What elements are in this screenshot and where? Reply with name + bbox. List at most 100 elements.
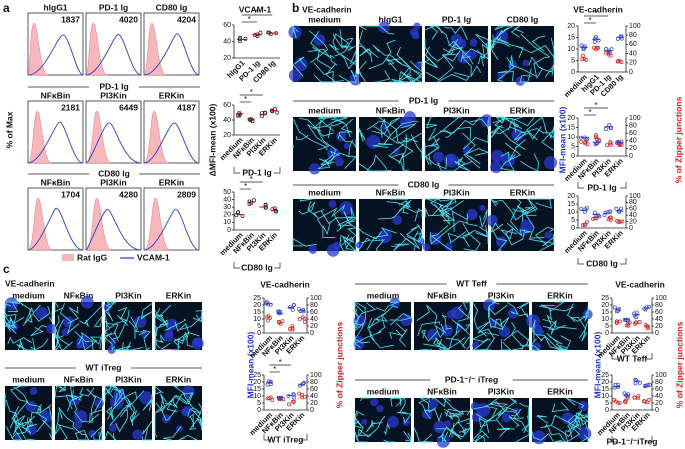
junction <box>142 420 153 440</box>
row-header: PD-1⁻/⁻ iTreg <box>445 374 498 384</box>
junction <box>154 333 165 343</box>
junction <box>107 391 138 420</box>
nucleus <box>161 414 171 424</box>
dot <box>596 38 601 43</box>
junction <box>488 301 500 318</box>
nucleus <box>433 420 446 434</box>
junction <box>89 334 103 349</box>
dot <box>615 36 620 41</box>
y-tick-label: 5 <box>605 323 609 330</box>
column-label: medium <box>367 290 400 300</box>
column-label: PI3Kin <box>115 290 141 300</box>
plot-title: VE-cadherin <box>260 279 310 289</box>
junction <box>115 409 128 433</box>
junction <box>188 413 195 428</box>
y-tick-label: 10 <box>567 134 575 141</box>
dot <box>300 395 305 400</box>
junction <box>372 44 403 65</box>
junction <box>490 34 509 49</box>
dot <box>632 395 637 400</box>
junction <box>344 139 358 170</box>
junction <box>540 304 574 312</box>
dot <box>302 319 307 324</box>
micrograph <box>54 295 103 351</box>
nucleus <box>308 245 318 254</box>
dot <box>617 143 622 148</box>
nucleus <box>288 69 302 82</box>
junction <box>54 333 70 346</box>
column-label: PD-1 Ig <box>442 14 471 24</box>
junction <box>528 56 544 79</box>
vcam-curve <box>143 208 200 251</box>
junction <box>400 66 423 83</box>
junction <box>399 68 423 83</box>
junction <box>428 25 443 40</box>
junction <box>405 225 421 243</box>
junction <box>104 387 114 402</box>
y2-tick-label: 80 <box>629 32 637 39</box>
nucleus <box>339 201 354 216</box>
panel-label: b <box>292 1 299 15</box>
plot-y2-label: % of Zipper junctions <box>673 97 683 184</box>
mfi-value: 4187 <box>177 102 196 112</box>
y-tick-label: 10 <box>253 316 261 323</box>
row-header: CD80 Ig <box>408 179 440 189</box>
junction <box>516 205 528 222</box>
junction <box>424 46 439 68</box>
star: * <box>255 8 258 17</box>
plot-y-label: MFI-mean (x100) <box>592 332 602 399</box>
junction <box>508 416 528 432</box>
isotype <box>27 110 52 164</box>
dot <box>619 206 624 211</box>
junction <box>358 163 392 172</box>
group-label: CD80 Ig <box>241 262 273 272</box>
junction <box>66 394 83 412</box>
row-title: VE-cadherin <box>5 278 55 288</box>
y-tick-label: 5 <box>257 400 261 407</box>
nucleus <box>26 424 37 436</box>
column-label: NFκBin <box>376 187 406 197</box>
y2-tick-label: 100 <box>310 372 322 379</box>
junction <box>310 30 333 70</box>
y-tick-label: 5 <box>571 57 575 64</box>
junction <box>475 226 489 244</box>
junction <box>416 304 438 325</box>
micrograph <box>292 198 358 257</box>
junction <box>474 433 487 443</box>
y2-tick-label: 40 <box>310 393 318 400</box>
junction <box>104 430 118 441</box>
dot <box>604 47 609 51</box>
panel-label: a <box>3 1 10 15</box>
star: * <box>244 95 247 104</box>
dot <box>647 397 651 402</box>
dot <box>594 45 599 50</box>
junction <box>512 206 533 212</box>
junction <box>567 410 583 432</box>
vcam-curve <box>27 207 84 251</box>
junction <box>12 425 35 441</box>
nucleus <box>353 339 365 350</box>
junction <box>504 116 535 128</box>
junction <box>357 422 381 438</box>
y-tick-label: 30 <box>223 204 231 211</box>
junction <box>358 127 366 142</box>
junction <box>354 431 368 443</box>
dot <box>290 307 295 312</box>
junction <box>476 321 495 339</box>
nucleus <box>76 341 83 349</box>
nucleus <box>496 236 507 248</box>
plot-title: VCAM-1 <box>239 4 272 14</box>
junction <box>424 203 445 218</box>
junction <box>388 143 405 171</box>
row-header: PD-1 Ig <box>99 81 128 91</box>
junction <box>339 234 352 252</box>
junction <box>566 419 580 443</box>
nucleus <box>40 410 53 423</box>
star: * <box>588 108 591 117</box>
dot <box>614 206 619 211</box>
y-tick-label: 15 <box>567 201 575 208</box>
junction <box>7 336 32 344</box>
dot <box>617 319 622 324</box>
isotype <box>143 22 167 76</box>
histogram-label: ERKin <box>159 90 185 100</box>
